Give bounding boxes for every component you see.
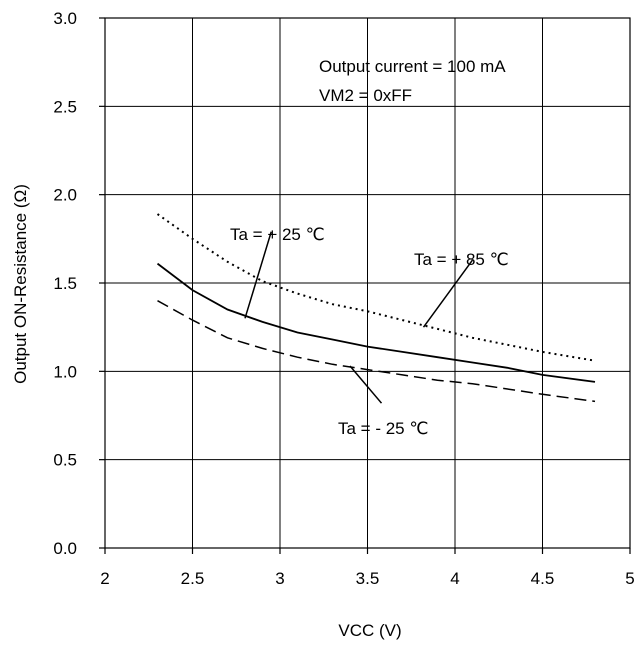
y-tick-label: 1.0 [53, 362, 77, 381]
x-axis-title: VCC (V) [338, 621, 401, 640]
x-tick-label: 2.5 [181, 569, 205, 588]
y-tick-label: 3.0 [53, 9, 77, 28]
series-ta-85-line [156, 213, 596, 362]
label-ta-85: Ta = + 85 ℃ [414, 250, 509, 269]
ticks [99, 17, 631, 554]
leader-ta-25 [244, 231, 272, 319]
label-ta-minus25: Ta = - 25 ℃ [338, 419, 428, 438]
x-tick-label: 3.5 [356, 569, 380, 588]
label-ta-25: Ta = + 25 ℃ [230, 225, 325, 244]
leader-ta-minus25 [349, 365, 383, 404]
x-tick-label: 5 [625, 569, 634, 588]
x-tick-labels: 2 2.5 3 3.5 4 4.5 5 [100, 569, 634, 588]
x-tick-label: 4.5 [531, 569, 555, 588]
grid [105, 18, 630, 548]
y-tick-labels: 0.0 0.5 1.0 1.5 2.0 2.5 3.0 [53, 9, 77, 558]
condition-output-current: Output current = 100 mA [319, 57, 506, 76]
x-tick-label: 3 [275, 569, 284, 588]
y-tick-label: 0.0 [53, 539, 77, 558]
leader-ta-85 [422, 259, 474, 328]
y-tick-label: 2.0 [53, 186, 77, 205]
y-tick-label: 0.5 [53, 451, 77, 470]
annotation-leaders [244, 231, 474, 404]
y-tick-label: 1.5 [53, 274, 77, 293]
y-tick-label: 2.5 [53, 97, 77, 116]
series-layer [156, 213, 596, 403]
condition-vm2: VM2 = 0xFF [319, 86, 412, 105]
series-ta-minus25-line [157, 300, 596, 403]
x-tick-label: 4 [450, 569, 459, 588]
x-tick-label: 2 [100, 569, 109, 588]
series-ta-25-line [156, 262, 596, 383]
y-axis-title: Output ON-Resistance (Ω) [11, 184, 30, 384]
